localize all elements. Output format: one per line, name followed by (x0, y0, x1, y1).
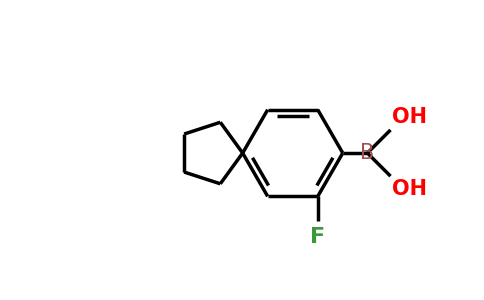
Text: F: F (310, 227, 325, 247)
Text: OH: OH (392, 107, 427, 127)
Text: B: B (360, 143, 375, 163)
Text: OH: OH (392, 179, 427, 199)
